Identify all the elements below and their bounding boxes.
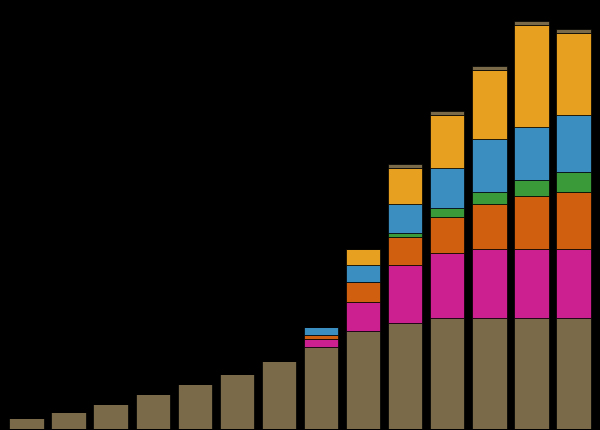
Bar — [556, 249, 590, 319]
Bar — [388, 266, 422, 323]
Bar — [514, 197, 548, 249]
Bar — [136, 394, 170, 429]
Bar — [346, 302, 380, 331]
Bar — [430, 115, 464, 168]
Bar — [556, 30, 590, 34]
Point — [1, 423, 10, 430]
Bar — [430, 111, 464, 115]
Bar — [472, 193, 506, 205]
Bar — [556, 193, 590, 249]
Bar — [430, 209, 464, 217]
Bar — [430, 319, 464, 429]
Bar — [472, 71, 506, 140]
Bar — [556, 172, 590, 193]
Bar — [262, 362, 296, 429]
Bar — [514, 181, 548, 197]
Bar — [514, 249, 548, 319]
Bar — [304, 327, 338, 335]
Bar — [514, 26, 548, 128]
Point — [1, 424, 10, 430]
Bar — [472, 249, 506, 319]
Bar — [472, 319, 506, 429]
Bar — [430, 217, 464, 254]
Bar — [556, 319, 590, 429]
Bar — [304, 335, 338, 339]
Point — [1, 424, 10, 430]
Bar — [556, 115, 590, 172]
Bar — [388, 237, 422, 266]
Bar — [472, 205, 506, 249]
Bar — [388, 164, 422, 168]
Bar — [346, 282, 380, 302]
Bar — [430, 168, 464, 209]
Bar — [388, 168, 422, 205]
Bar — [556, 34, 590, 115]
Bar — [388, 323, 422, 429]
Bar — [430, 254, 464, 319]
Bar — [514, 22, 548, 26]
Bar — [388, 233, 422, 237]
Bar — [220, 374, 254, 429]
Bar — [178, 384, 212, 429]
Bar — [346, 266, 380, 282]
Bar — [472, 140, 506, 193]
Bar — [472, 67, 506, 71]
Point — [1, 424, 10, 430]
Bar — [10, 418, 44, 429]
Point — [1, 424, 10, 430]
Point — [1, 424, 10, 430]
Bar — [514, 319, 548, 429]
Bar — [514, 128, 548, 181]
Bar — [346, 249, 380, 266]
Bar — [304, 347, 338, 429]
Bar — [304, 339, 338, 347]
Bar — [52, 412, 86, 429]
Bar — [388, 205, 422, 233]
Bar — [94, 404, 128, 429]
Bar — [346, 331, 380, 429]
